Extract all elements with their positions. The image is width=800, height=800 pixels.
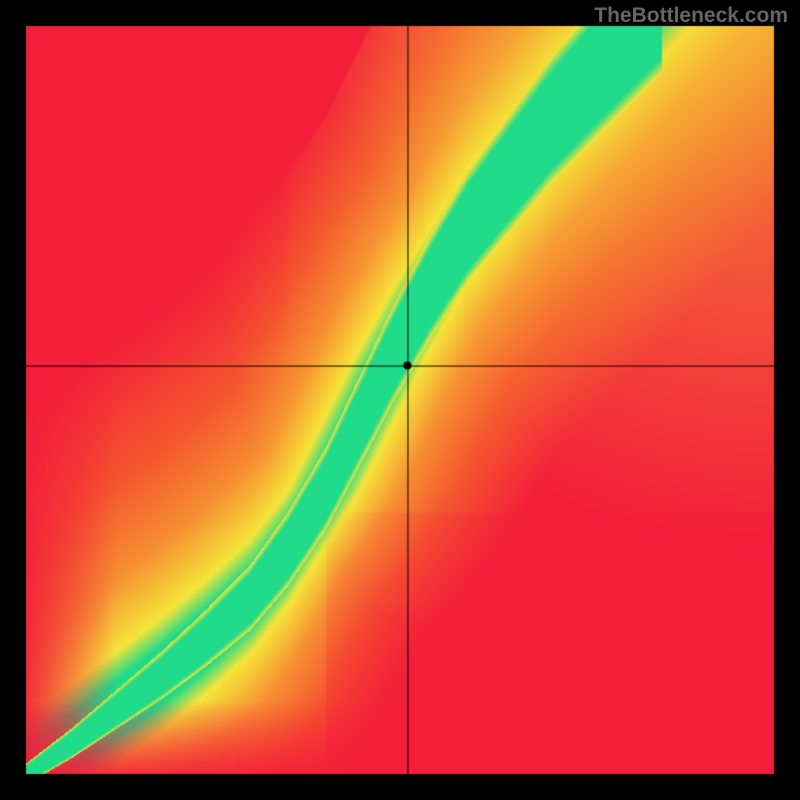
watermark-text: TheBottleneck.com — [594, 4, 788, 28]
chart-container: TheBottleneck.com — [0, 0, 800, 800]
heatmap-canvas — [0, 0, 800, 800]
